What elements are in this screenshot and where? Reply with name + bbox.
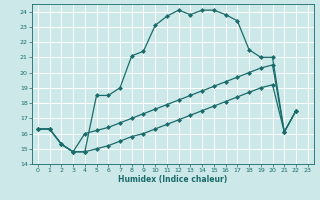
X-axis label: Humidex (Indice chaleur): Humidex (Indice chaleur) (118, 175, 228, 184)
